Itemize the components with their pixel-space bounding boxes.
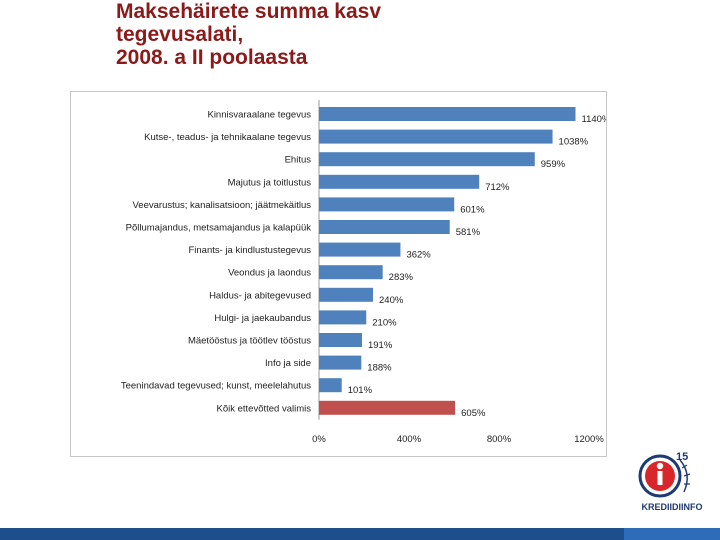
bar: [319, 220, 450, 234]
value-label: 240%: [379, 295, 404, 306]
bar: [319, 287, 373, 302]
category-label: Veevarustus; kanalisatsioon; jäätmekäitl…: [133, 200, 312, 211]
x-tick-label: 1200%: [574, 434, 604, 445]
category-label: Kinnisvaraalane tegevus: [207, 110, 311, 121]
value-label: 1140%: [582, 114, 607, 125]
bar: [319, 310, 367, 325]
category-label: Mäetööstus ja töötlev tööstus: [188, 336, 311, 347]
info-badge-icon: 15: [638, 451, 691, 498]
category-label: Hulgi- ja jaekaubandus: [214, 313, 311, 324]
value-label: 283%: [389, 272, 414, 283]
bar: [319, 152, 535, 167]
value-label: 601%: [460, 204, 485, 215]
category-label: Finants- ja kindlustustegevus: [188, 245, 311, 256]
category-label: Majutus ja toitlustus: [228, 177, 312, 188]
logo-name: KREDIIDIINFO: [641, 502, 703, 512]
value-label: 210%: [372, 317, 397, 328]
chart-frame: Kinnisvaraalane tegevus 1140% Kutse-, tead…: [70, 91, 607, 457]
bar-total: [319, 400, 456, 415]
category-label: Haldus- ja abitegevused: [209, 290, 311, 301]
value-label: 605%: [461, 408, 486, 419]
bar: [319, 265, 383, 280]
bar: [319, 378, 342, 393]
bar-chart: Kinnisvaraalane tegevus 1140% Kutse-, tead…: [121, 100, 607, 445]
category-label: Kutse-, teadus- ja tehnikaalane tegevus: [144, 132, 311, 143]
value-label: 191%: [368, 340, 393, 351]
value-label: 959%: [541, 159, 566, 170]
value-label: 581%: [456, 227, 481, 238]
category-label: Kõik ettevõtted valimis: [216, 403, 311, 414]
category-label: Veondus ja laondus: [228, 268, 311, 279]
bar: [319, 355, 362, 370]
badge-number: 15: [676, 451, 688, 463]
category-label: Põllumajandus, metsamajandus ja kalapüük: [126, 223, 312, 234]
bar: [319, 174, 480, 189]
x-tick-label: 800%: [487, 434, 512, 445]
category-label: Teenindavad tegevused; kunst, meelelahut…: [121, 381, 311, 392]
bar: [319, 197, 455, 212]
value-label: 712%: [485, 182, 510, 193]
footer-accent: [624, 528, 720, 540]
value-label: 101%: [348, 385, 373, 396]
category-label: Info ja side: [265, 358, 311, 369]
value-label: 362%: [406, 250, 431, 261]
title-line-2: tegevusalati,: [116, 23, 244, 46]
bar: [319, 129, 553, 144]
x-tick-label: 400%: [397, 434, 422, 445]
value-label: 188%: [367, 363, 392, 374]
x-tick-label: 0%: [312, 434, 326, 445]
slide-title: Maksehäirete summa kasv tegevusalati, 20…: [116, 0, 381, 69]
bar: [319, 333, 362, 347]
bar: [319, 242, 401, 257]
krediidiinfo-logo: 15 KREDIIDIINFO: [632, 446, 712, 520]
category-label: Ehitus: [285, 155, 312, 166]
title-line-1: Maksehäirete summa kasv: [116, 0, 381, 23]
title-line-3: 2008. a II poolaasta: [116, 46, 308, 69]
footer-bar: [0, 528, 720, 540]
value-label: 1038%: [559, 137, 589, 148]
bar: [319, 107, 576, 121]
